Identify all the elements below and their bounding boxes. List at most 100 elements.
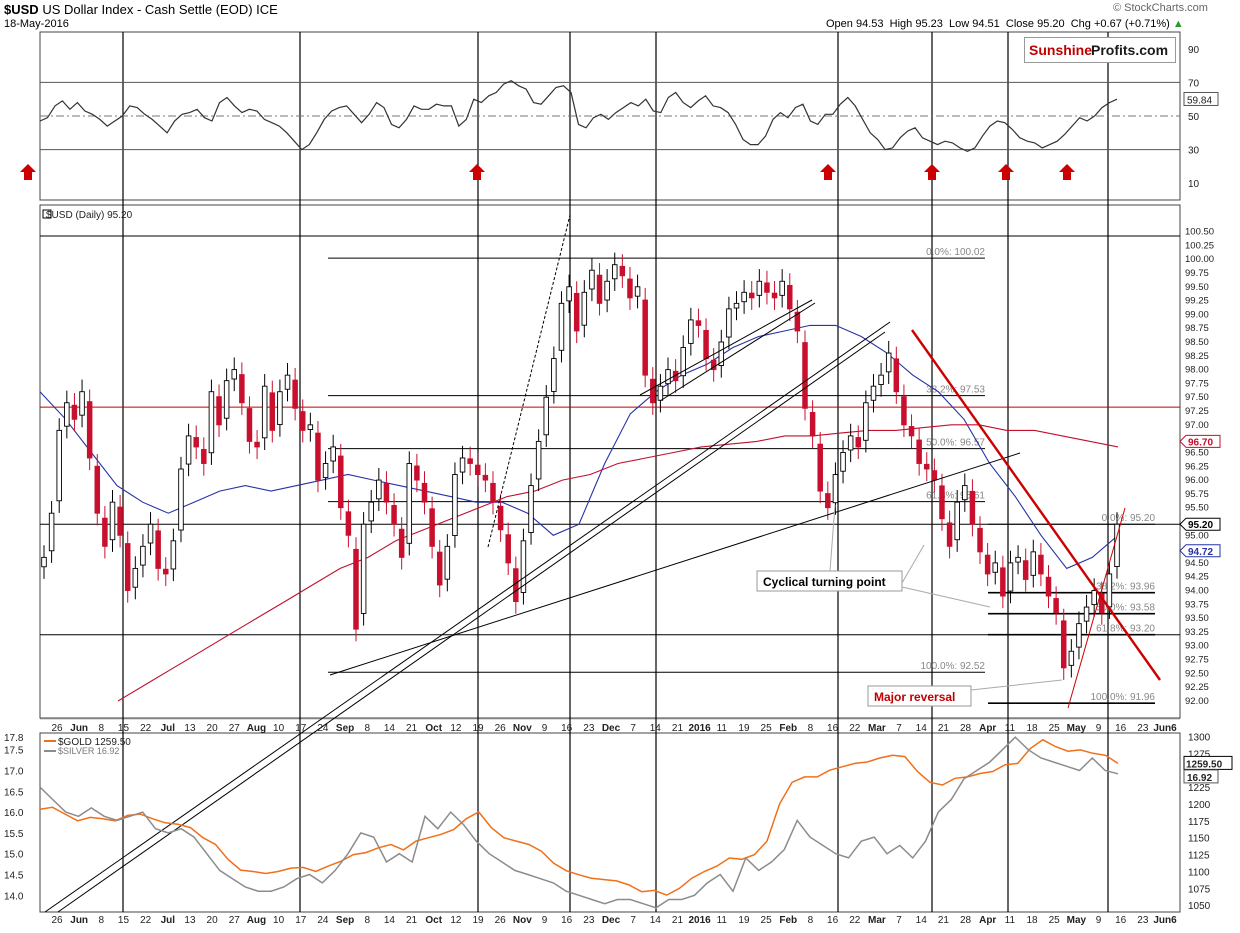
candle-body <box>710 359 717 371</box>
x-tick-label-bottom: Oct <box>425 915 442 926</box>
gold-current-value: 1259.50 <box>1186 759 1223 770</box>
price-y-tick: 99.75 <box>1185 268 1209 279</box>
x-tick-label-bottom: Mar <box>868 915 886 926</box>
x-tick-label: Apr <box>979 723 996 734</box>
silver-y-tick: 15.0 <box>4 850 24 861</box>
x-tick-label-bottom: 16 <box>1115 915 1127 926</box>
price-panel-legend-icon <box>42 209 52 219</box>
x-tick-label: 23 <box>583 723 595 734</box>
major-reversal-label: Major reversal <box>874 690 955 704</box>
x-tick-label-bottom: 7 <box>630 915 636 926</box>
candle-body <box>338 455 344 509</box>
candle-body <box>840 452 846 472</box>
candle-body <box>825 493 831 509</box>
x-tick-label-bottom: 21 <box>938 915 950 926</box>
candle-body <box>490 482 496 503</box>
candle-body <box>193 437 199 448</box>
price-panel-title: $USD (Daily) 95.20 <box>46 210 133 221</box>
buy-signal-arrow-icon <box>469 164 485 180</box>
candle-body <box>962 485 968 501</box>
candle-body <box>1091 590 1097 606</box>
candle-body <box>885 352 892 373</box>
candle-body <box>977 527 983 553</box>
price-y-tick: 96.25 <box>1185 461 1209 472</box>
x-tick-label: 16 <box>561 723 573 734</box>
candle-body <box>893 358 900 393</box>
candle-body <box>1053 598 1059 614</box>
x-tick-label-bottom: 2016 <box>689 915 712 926</box>
price-y-tick: 98.00 <box>1185 365 1209 376</box>
silver-y-tick: 17.5 <box>4 746 24 757</box>
header-watermark: © StockCharts.com <box>1113 2 1208 14</box>
candle-body <box>414 465 420 481</box>
candle-body <box>398 528 405 558</box>
silver-y-tick: 17.0 <box>4 766 24 777</box>
x-tick-label-bottom: 16 <box>827 915 839 926</box>
candle-body <box>216 396 222 426</box>
x-tick-label: Sep <box>336 723 354 734</box>
candle-body <box>581 291 588 326</box>
x-tick-label: 21 <box>938 723 950 734</box>
candle-body <box>368 501 374 522</box>
candle-body <box>589 269 595 290</box>
price-y-tick: 99.50 <box>1185 282 1209 293</box>
x-tick-label: 25 <box>761 723 773 734</box>
gold-y-tick: 1050 <box>1188 901 1211 912</box>
x-tick-label: 25 <box>1049 723 1061 734</box>
candle-body <box>718 341 725 366</box>
candle-body <box>429 508 435 547</box>
silver-value-box <box>1183 769 1219 784</box>
x-tick-label: Nov <box>513 723 532 734</box>
header-date: 18-May-2016 <box>4 18 69 30</box>
candle-body <box>383 482 390 503</box>
x-tick-label-bottom: Aug <box>247 915 266 926</box>
x-tick-label-bottom: 13 <box>184 915 196 926</box>
x-tick-label: Feb <box>779 723 797 734</box>
gold-value-box <box>1183 755 1233 770</box>
candle-body <box>817 443 823 492</box>
gold-y-tick: 1125 <box>1188 851 1210 862</box>
open-value: 94.53 <box>855 18 884 30</box>
rsi-line <box>39 80 1118 152</box>
x-tick-label: 22 <box>849 723 861 734</box>
price-y-tick: 98.75 <box>1185 323 1209 334</box>
silver-legend-label: $SILVER 16.92 <box>58 746 119 756</box>
logo-part1: Sunshine <box>1029 42 1093 58</box>
x-tick-label-bottom: 14 <box>916 915 928 926</box>
silver-y-tick: 14.0 <box>4 891 24 902</box>
candle-body <box>315 432 321 481</box>
candle-body <box>1038 554 1044 575</box>
x-tick-label: Jun <box>70 723 88 734</box>
rsi-y-tick: 70 <box>1188 78 1200 89</box>
candle-body <box>604 280 610 301</box>
cyclical-turning-point-box <box>756 570 903 592</box>
ma200-line <box>117 424 1119 702</box>
candle-body <box>1106 573 1113 608</box>
candle-body <box>94 465 101 514</box>
candle-body <box>201 448 207 464</box>
price-y-tick: 94.25 <box>1185 572 1209 583</box>
x-tick-label: 11 <box>1005 723 1016 734</box>
candle-body <box>79 391 85 416</box>
close-label: Close <box>1005 18 1035 30</box>
x-tick-label-bottom: 26 <box>51 915 63 926</box>
rsi-value-box <box>1183 91 1219 106</box>
candle-body <box>596 274 603 304</box>
candle-body <box>376 479 382 500</box>
gold-y-tick: 1075 <box>1188 884 1211 895</box>
candle-body <box>505 534 511 564</box>
sunshine-profits-logo[interactable]: Sunshine Profits.com <box>1024 37 1176 63</box>
high-value: 95.23 <box>915 18 943 30</box>
x-tick-label: 15 <box>118 723 130 734</box>
x-tick-label-bottom: 11 <box>1005 915 1016 926</box>
price-y-tick: 94.00 <box>1185 586 1209 597</box>
candle-body <box>908 426 915 437</box>
candle-body <box>360 523 367 614</box>
candle-body <box>946 522 953 547</box>
candle-body <box>726 308 732 338</box>
candle-body <box>870 385 877 401</box>
candle-body <box>170 540 177 570</box>
high-label: High <box>889 18 913 30</box>
candle-body <box>756 280 763 296</box>
